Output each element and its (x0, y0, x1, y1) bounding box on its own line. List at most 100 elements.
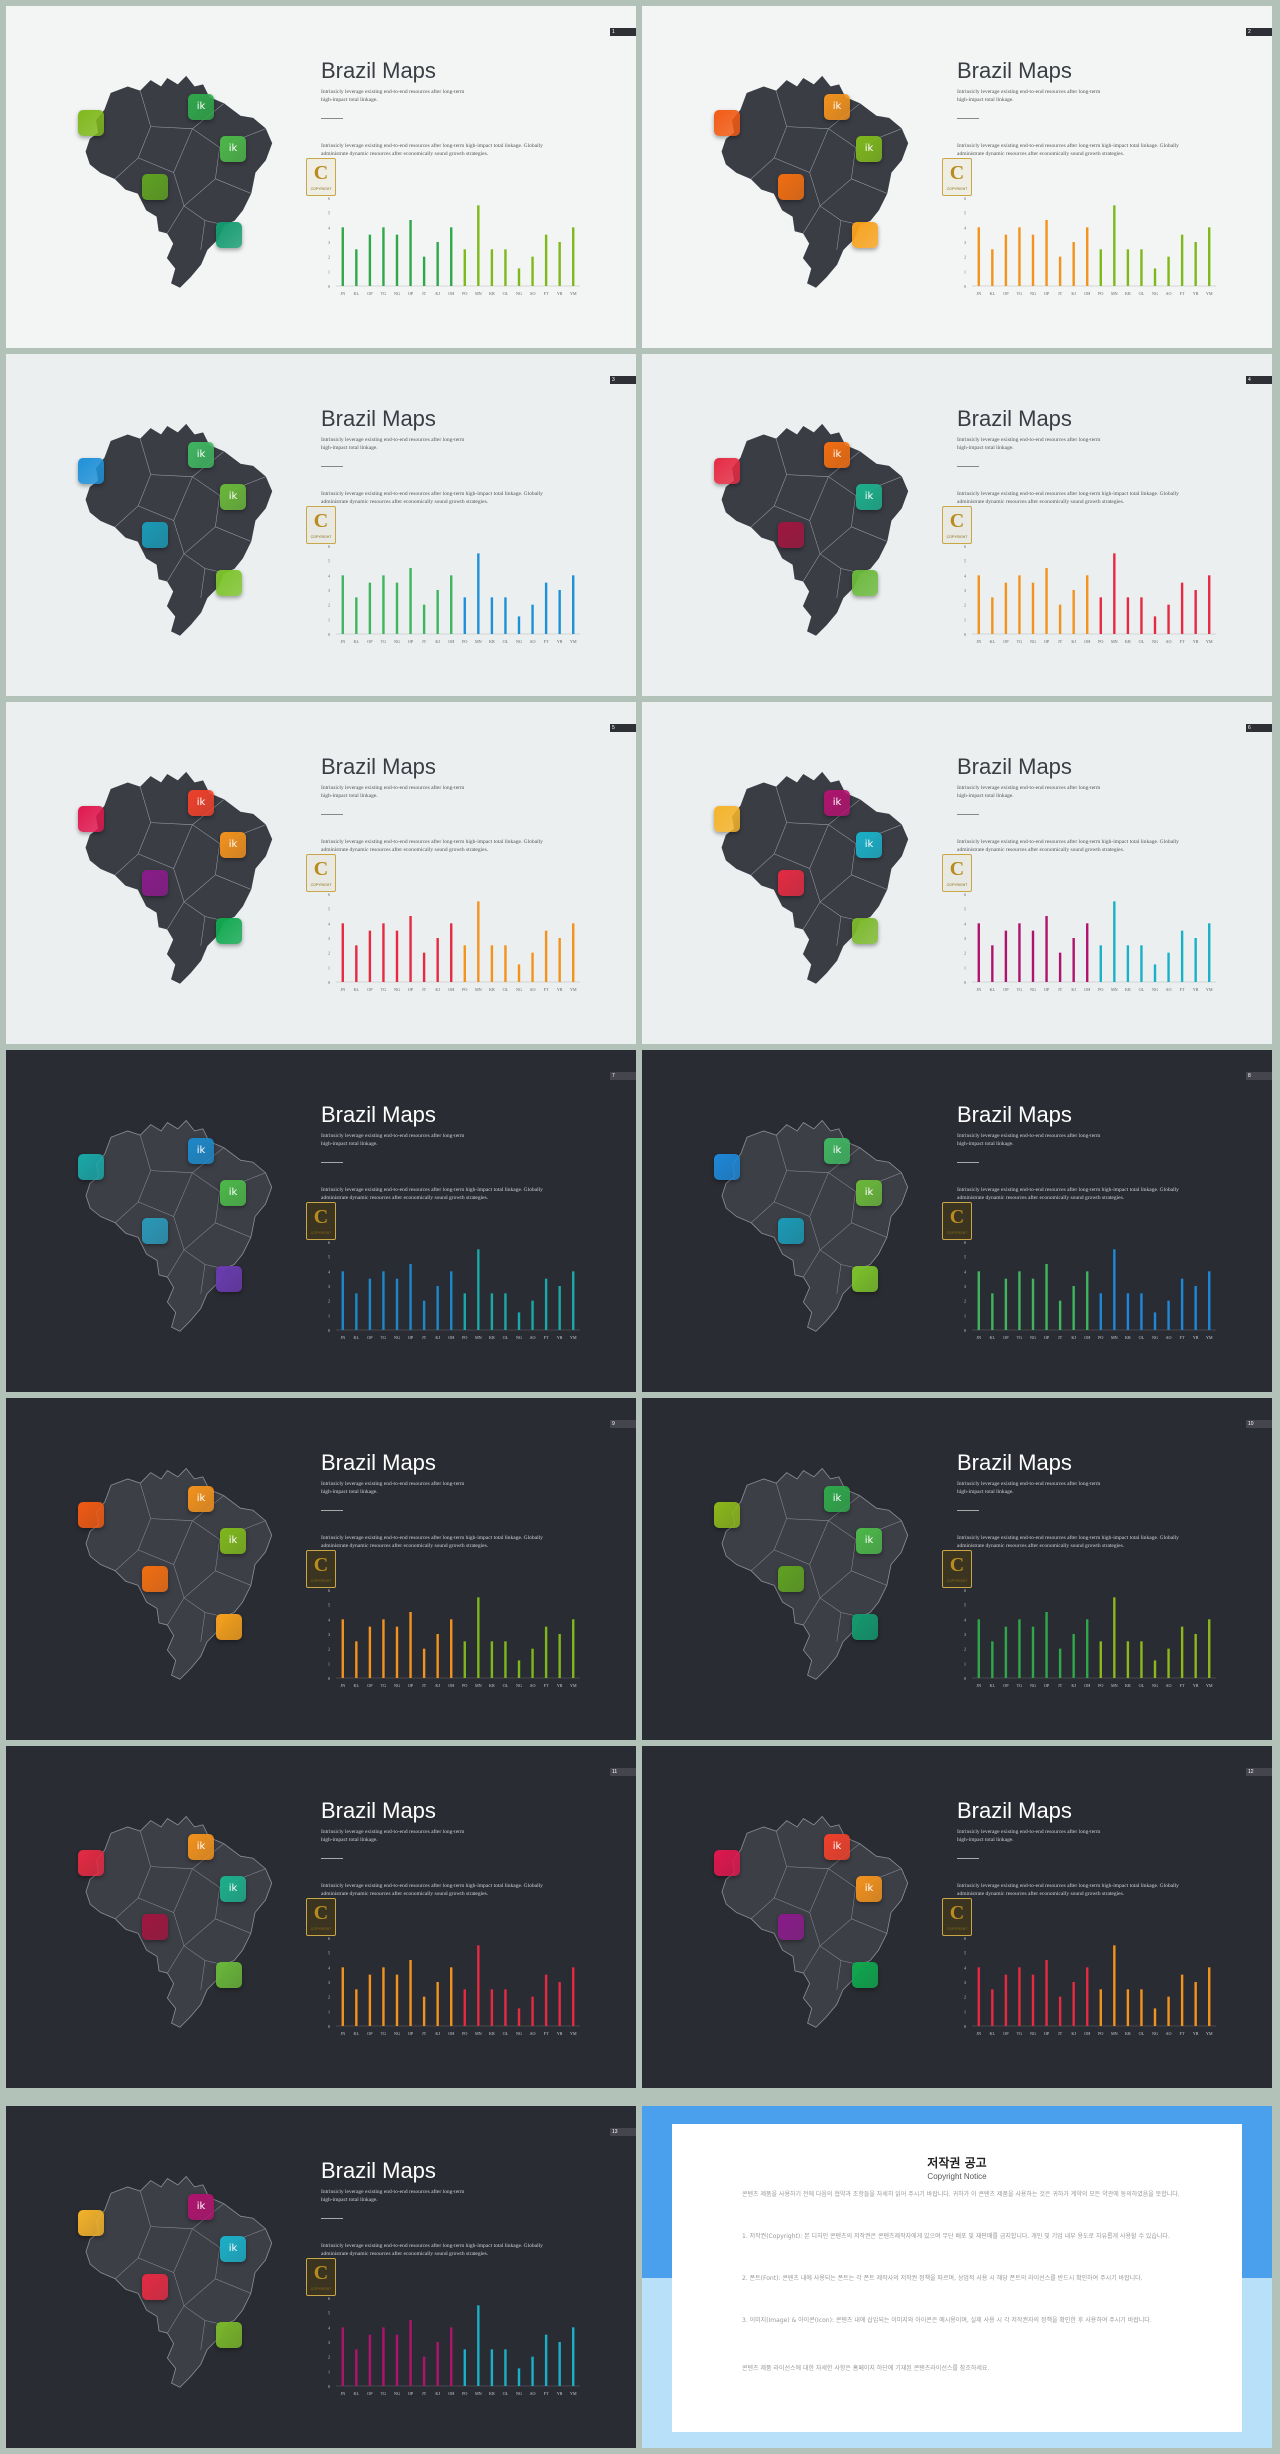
x-tick-label: FT (1180, 1335, 1185, 1340)
x-tick-label: NG (1152, 1335, 1158, 1340)
bar (544, 1278, 548, 1330)
bar (341, 227, 344, 286)
bar (463, 1989, 466, 2026)
bar (409, 1960, 412, 2026)
bar-chart: 0 1 2 3 4 5 6 JN KL OP TG NG OP JT KJ OH PO MN KR OL NG AO FT Y… (964, 1936, 1216, 2036)
x-tick-label: MN (475, 1335, 482, 1340)
brazil-map (85, 423, 273, 636)
y-tick-label: 3 (328, 240, 330, 245)
region-marker: ik (824, 1834, 850, 1860)
bar (450, 227, 453, 286)
y-tick-label: 0 (328, 1328, 330, 1333)
x-tick-label: MN (475, 987, 482, 992)
slide-subtitle: Intrinsicly leverage existing end-to-end… (321, 1481, 465, 1495)
bar (558, 938, 561, 982)
bar (422, 604, 426, 634)
y-tick-label: 0 (964, 1676, 966, 1681)
slide-description: Intrinsicly leverage existing end-to-end… (321, 491, 543, 505)
bar (490, 597, 494, 634)
bar (531, 604, 534, 634)
x-tick-label: JT (1058, 1683, 1063, 1688)
bar (409, 2320, 412, 2386)
copyright-logo: C COPYRIGHT (306, 158, 336, 196)
copyright-logo: C COPYRIGHT (306, 1898, 336, 1936)
y-tick-label: 6 (964, 1936, 966, 1941)
bar (1045, 220, 1048, 286)
x-tick-label: JN (340, 987, 345, 992)
y-tick-label: 5 (964, 1951, 966, 1956)
marker-icon: ik (864, 1187, 874, 1198)
x-tick-label: KJ (1071, 639, 1076, 644)
bar (1126, 1293, 1130, 1330)
bar (1180, 234, 1184, 286)
bar (422, 1300, 426, 1330)
bar (490, 2349, 494, 2386)
region-marker (714, 806, 740, 832)
x-tick-label: OL (503, 2031, 509, 2036)
bar (977, 1619, 980, 1678)
x-tick-label: KR (1125, 987, 1131, 992)
slide-title: Brazil Maps (957, 754, 1072, 779)
region-marker: ik (824, 94, 850, 120)
x-tick-label: FT (544, 1683, 549, 1688)
x-tick-label: MN (475, 291, 482, 296)
bar (1113, 1249, 1116, 1330)
slide-title: Brazil Maps (321, 58, 436, 83)
y-tick-label: 3 (964, 936, 966, 941)
x-tick-label: YR (1193, 1683, 1199, 1688)
marker-icon: ik (196, 449, 206, 460)
bar (368, 1626, 372, 1678)
bar (463, 1641, 466, 1678)
y-tick-label: 1 (328, 965, 330, 970)
bar (1045, 916, 1048, 982)
y-tick-label: 4 (328, 921, 330, 926)
bar (1058, 1996, 1062, 2026)
bar (1113, 553, 1116, 634)
x-tick-label: JT (422, 2031, 427, 2036)
bar (504, 1641, 507, 1678)
brazil-map (721, 423, 909, 636)
slide-title: Brazil Maps (957, 1798, 1072, 1823)
x-tick-label: MN (1111, 1683, 1118, 1688)
y-tick-label: 5 (328, 2311, 330, 2316)
x-tick-label: YM (570, 639, 577, 644)
bar (572, 923, 575, 982)
x-tick-label: OP (1003, 639, 1009, 644)
y-tick-label: 1 (328, 1313, 330, 1318)
region-marker: ik (188, 442, 214, 468)
bar (395, 2334, 399, 2386)
notice-card: 저작권 공고 Copyright Notice 콘텐츠 제품을 사용하기 전에 … (672, 2124, 1242, 2432)
x-tick-label: YR (557, 2031, 563, 2036)
x-tick-label: NG (1030, 987, 1036, 992)
y-tick-label: 2 (964, 1299, 966, 1304)
bar (450, 923, 453, 982)
x-tick-label: NG (516, 987, 522, 992)
bar (1194, 1634, 1197, 1678)
bar (1153, 2008, 1157, 2026)
x-tick-label: AO (530, 291, 536, 296)
bar (1194, 590, 1197, 634)
x-tick-label: OP (1044, 639, 1050, 644)
bar (1018, 1619, 1021, 1678)
bar (1058, 256, 1062, 286)
bar (1031, 1278, 1035, 1330)
bar (409, 1612, 412, 1678)
region-marker (852, 918, 878, 944)
bar (436, 2342, 439, 2386)
x-tick-label: OP (408, 2391, 414, 2396)
x-tick-label: OP (1003, 291, 1009, 296)
bar (1167, 952, 1170, 982)
x-tick-label: KL (354, 2031, 360, 2036)
region-marker: ik (188, 2194, 214, 2220)
bar (477, 1597, 480, 1678)
y-tick-label: 3 (328, 1632, 330, 1637)
marker-icon: ik (228, 1535, 238, 1546)
bar-chart: 0 1 2 3 4 5 6 JN KL OP TG NG OP JT KJ OH PO MN KR OL NG AO FT Y… (328, 196, 580, 296)
x-tick-label: OH (448, 987, 454, 992)
slide-title: Brazil Maps (321, 1102, 436, 1127)
y-tick-label: 5 (328, 211, 330, 216)
x-tick-label: AO (530, 1683, 536, 1688)
bar (1018, 1967, 1021, 2026)
page-number: 6 (1246, 724, 1272, 732)
x-tick-label: NG (516, 1683, 522, 1688)
